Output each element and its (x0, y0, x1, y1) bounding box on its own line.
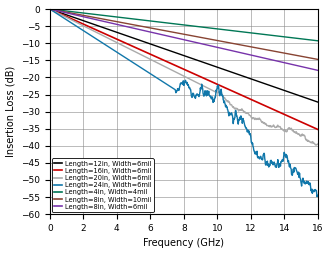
Y-axis label: Insertion Loss (dB): Insertion Loss (dB) (6, 66, 15, 157)
X-axis label: Frequency (GHz): Frequency (GHz) (143, 239, 224, 248)
Legend: Length=12in, Width=6mil, Length=16in, Width=6mil, Length=20in, Width=6mil, Lengt: Length=12in, Width=6mil, Length=16in, Wi… (52, 158, 154, 212)
